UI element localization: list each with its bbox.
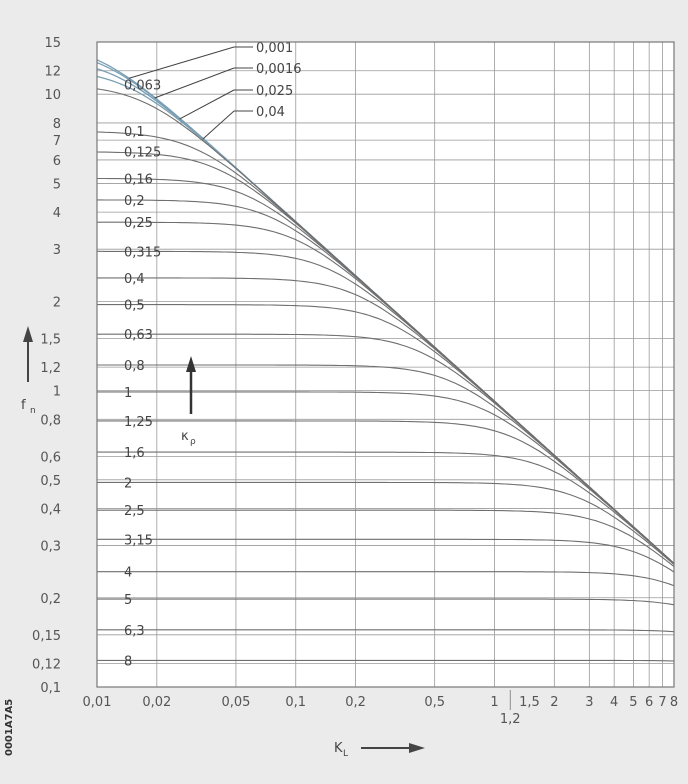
y-tick-label: 1,2 (40, 361, 61, 376)
y-axis-label-main: f (21, 398, 26, 413)
series-label: 0,125 (124, 146, 161, 161)
y-tick-label: 1 (53, 385, 61, 400)
y-axis-label-sub: n (30, 406, 36, 416)
y-tick-label: 0,8 (40, 413, 61, 428)
series-label: 4 (124, 566, 132, 581)
y-tick-labels: 15 12 10 8 7 6 5 4 3 2 1,5 1,2 1 0,8 0,6 0,5 0,4 0,3 0,2 0,… (32, 36, 61, 696)
y-tick-label: 6 (53, 154, 61, 169)
x-tick-label: 5 (629, 695, 637, 710)
series-label: 0,025 (256, 84, 293, 99)
series-line (97, 538, 675, 573)
series-label: 0,001 (256, 41, 293, 56)
series-label: 0,5 (124, 299, 145, 314)
x-tick-label: 7 (658, 695, 666, 710)
y-tick-label: 7 (53, 134, 61, 149)
series-label: 0,2 (124, 194, 145, 209)
series-label: 2,5 (124, 504, 145, 519)
y-tick-label: 2 (53, 295, 61, 310)
x-axis-label: K L (334, 741, 425, 759)
series-label: 8 (124, 654, 132, 669)
series-label: 0,063 (124, 78, 161, 93)
y-tick-label: 15 (44, 36, 61, 51)
series-label: 0,63 (124, 328, 153, 343)
x-tick-label: 6 (645, 695, 653, 710)
x-tick-label: 0,5 (424, 695, 445, 710)
series-label: 0,1 (124, 125, 145, 140)
series-label: 0,04 (256, 105, 285, 120)
series-label: 0,25 (124, 216, 153, 231)
x-tick-label: 8 (670, 695, 678, 710)
y-tick-label: 8 (53, 117, 61, 132)
series-line (97, 571, 675, 587)
curve-labels: 0,001 0,0016 0,025 0,04 0,063 0,1 0,125 0,16 0,2… (124, 41, 302, 669)
param-label-main: κ (181, 429, 189, 444)
series-line (97, 420, 675, 565)
x-tick-label: 0,02 (142, 695, 171, 710)
curves (96, 59, 675, 662)
series-line (97, 509, 675, 568)
x-tick-label: 3 (585, 695, 593, 710)
series-label: 1,6 (124, 446, 145, 461)
series-label-leader (154, 67, 235, 99)
y-tick-label: 0,1 (40, 681, 61, 696)
series-line (97, 659, 674, 662)
x-axis-arrow-head (409, 743, 425, 753)
figure-id: 0001A7A5 (4, 699, 15, 756)
series-label-leader (179, 89, 235, 120)
series-label: 0,16 (124, 172, 153, 187)
y-tick-label: 0,15 (32, 629, 61, 644)
y-tick-label: 0,4 (40, 503, 61, 518)
x-tick-labels: 0,01 0,02 0,05 0,1 0,2 0,5 1 1,5 2 3 4 5 6 7 8 1,2 (83, 690, 678, 727)
series-label: 5 (124, 593, 132, 608)
y-axis-label: f n (21, 326, 36, 416)
x-tick-label: 1,2 (500, 712, 521, 727)
y-tick-label: 12 (44, 65, 61, 80)
series-line (97, 391, 675, 565)
x-tick-label: 1,5 (519, 695, 540, 710)
series-label: 0,315 (124, 245, 161, 260)
series-label: 0,0016 (256, 62, 302, 77)
plot-frame (96, 41, 675, 688)
y-tick-label: 0,12 (32, 658, 61, 673)
y-tick-label: 5 (53, 177, 61, 192)
y-tick-label: 0,3 (40, 540, 61, 555)
param-arrow-head (186, 356, 196, 372)
x-axis-label-sub: L (343, 749, 348, 759)
x-tick-label: 0,05 (221, 695, 250, 710)
y-axis-arrow-head (23, 326, 33, 342)
series-line (97, 629, 675, 633)
param-indicator: κ ρ (181, 356, 196, 447)
y-tick-label: 0,5 (40, 474, 61, 489)
x-tick-label: 1 (490, 695, 498, 710)
series-label: 6,3 (124, 624, 145, 639)
x-tick-label: 0,01 (83, 695, 112, 710)
x-tick-label: 0,2 (345, 695, 366, 710)
series-label: 0,8 (124, 359, 145, 374)
x-tick-label: 0,1 (285, 695, 306, 710)
series-line (97, 598, 675, 606)
x-tick-label: 2 (550, 695, 558, 710)
series-label-leader (202, 110, 235, 140)
y-tick-label: 10 (44, 88, 61, 103)
y-tick-label: 4 (53, 206, 61, 221)
series-label-leader (128, 46, 235, 79)
y-tick-label: 1,5 (40, 332, 61, 347)
y-tick-label: 0,6 (40, 450, 61, 465)
series-label: 3,15 (124, 533, 153, 548)
series-line (97, 451, 675, 565)
series-label: 2 (124, 476, 132, 491)
y-tick-label: 0,2 (40, 592, 61, 607)
series-label: 0,4 (124, 272, 145, 287)
series-label: 1 (124, 386, 132, 401)
y-tick-label: 3 (53, 243, 61, 258)
x-tick-label: 4 (610, 695, 618, 710)
x-axis-label-main: K (334, 741, 343, 756)
param-label-sub: ρ (190, 437, 196, 447)
series-line (97, 481, 675, 566)
series-label: 1,25 (124, 415, 153, 430)
